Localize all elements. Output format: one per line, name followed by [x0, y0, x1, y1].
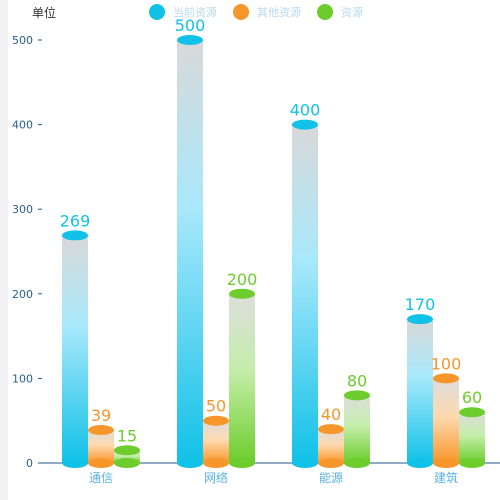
data-label: 269: [60, 211, 91, 230]
bar-0-0[interactable]: [62, 235, 88, 463]
data-label: 80: [347, 371, 367, 390]
bar-2-1[interactable]: [229, 293, 255, 463]
bar-bottom-cap: [62, 458, 88, 468]
left-strip: [0, 0, 8, 500]
bar-bottom-cap: [344, 458, 370, 468]
bar-bottom-cap: [177, 458, 203, 468]
data-label: 39: [91, 406, 111, 425]
legend-swatch-2[interactable]: [317, 4, 333, 20]
bar-top-cap: [433, 373, 459, 384]
legend-swatch-0[interactable]: [149, 4, 165, 20]
x-category-label: 网络: [204, 470, 228, 485]
x-category-label: 通信: [89, 471, 113, 485]
bar-1-1[interactable]: [203, 420, 229, 463]
y-tick-label: 300: [12, 203, 33, 216]
legend-label-0[interactable]: 当前资源: [173, 5, 217, 19]
bar-2-2[interactable]: [344, 395, 370, 463]
y-tick-label: 400: [12, 119, 33, 132]
legend-label-1[interactable]: 其他资源: [257, 5, 301, 19]
x-category-label: 建筑: [434, 470, 458, 485]
data-label: 200: [227, 270, 258, 289]
bar-top-cap: [318, 424, 344, 435]
data-label: 170: [405, 295, 436, 314]
bar-top-cap: [344, 390, 370, 401]
legend: 当前资源 其他资源 资源: [149, 4, 363, 20]
data-label: 15: [117, 426, 137, 445]
bar-top-cap: [88, 425, 114, 436]
bar-top-cap: [292, 119, 318, 130]
data-label: 40: [321, 405, 341, 424]
bar-bottom-cap: [229, 458, 255, 468]
bar-bottom-cap: [114, 458, 140, 468]
legend-label-2[interactable]: 资源: [341, 5, 363, 19]
bar-bottom-cap: [203, 458, 229, 468]
y-tick-label: 100: [12, 372, 33, 385]
bar-0-1[interactable]: [177, 40, 203, 463]
legend-swatch-1[interactable]: [233, 4, 249, 20]
data-label: 500: [175, 16, 206, 35]
bar-top-cap: [114, 445, 140, 456]
bar-bottom-cap: [407, 458, 433, 468]
bar-1-0[interactable]: [88, 430, 114, 463]
bar-bottom-cap: [433, 458, 459, 468]
bar-bottom-cap: [292, 458, 318, 468]
bar-1-2[interactable]: [318, 429, 344, 463]
bar-top-cap: [177, 35, 203, 45]
data-label: 400: [290, 101, 321, 120]
bar-1-3[interactable]: [433, 378, 459, 463]
bar-bottom-cap: [88, 458, 114, 468]
y-axis: 0 100 200 300 400 500: [12, 34, 42, 470]
bar-bottom-cap: [318, 458, 344, 468]
data-label: 50: [206, 397, 226, 416]
bar-top-cap: [62, 230, 88, 241]
bar-top-cap: [203, 415, 229, 426]
y-tick-label: 200: [12, 288, 33, 301]
y-tick-label: 500: [12, 34, 33, 47]
bar-0-3[interactable]: [407, 319, 433, 463]
data-label: 60: [462, 388, 482, 407]
data-label: 100: [431, 354, 462, 373]
bar-top-cap: [407, 314, 433, 325]
unit-label: 单位: [32, 5, 56, 20]
x-category-label: 能源: [319, 471, 343, 485]
bar-top-cap: [229, 288, 255, 299]
bar-bottom-cap: [459, 458, 485, 468]
y-tick-label: 0: [26, 457, 33, 470]
bar-0-2[interactable]: [292, 124, 318, 463]
bar-2-3[interactable]: [459, 412, 485, 463]
bar-top-cap: [459, 407, 485, 418]
